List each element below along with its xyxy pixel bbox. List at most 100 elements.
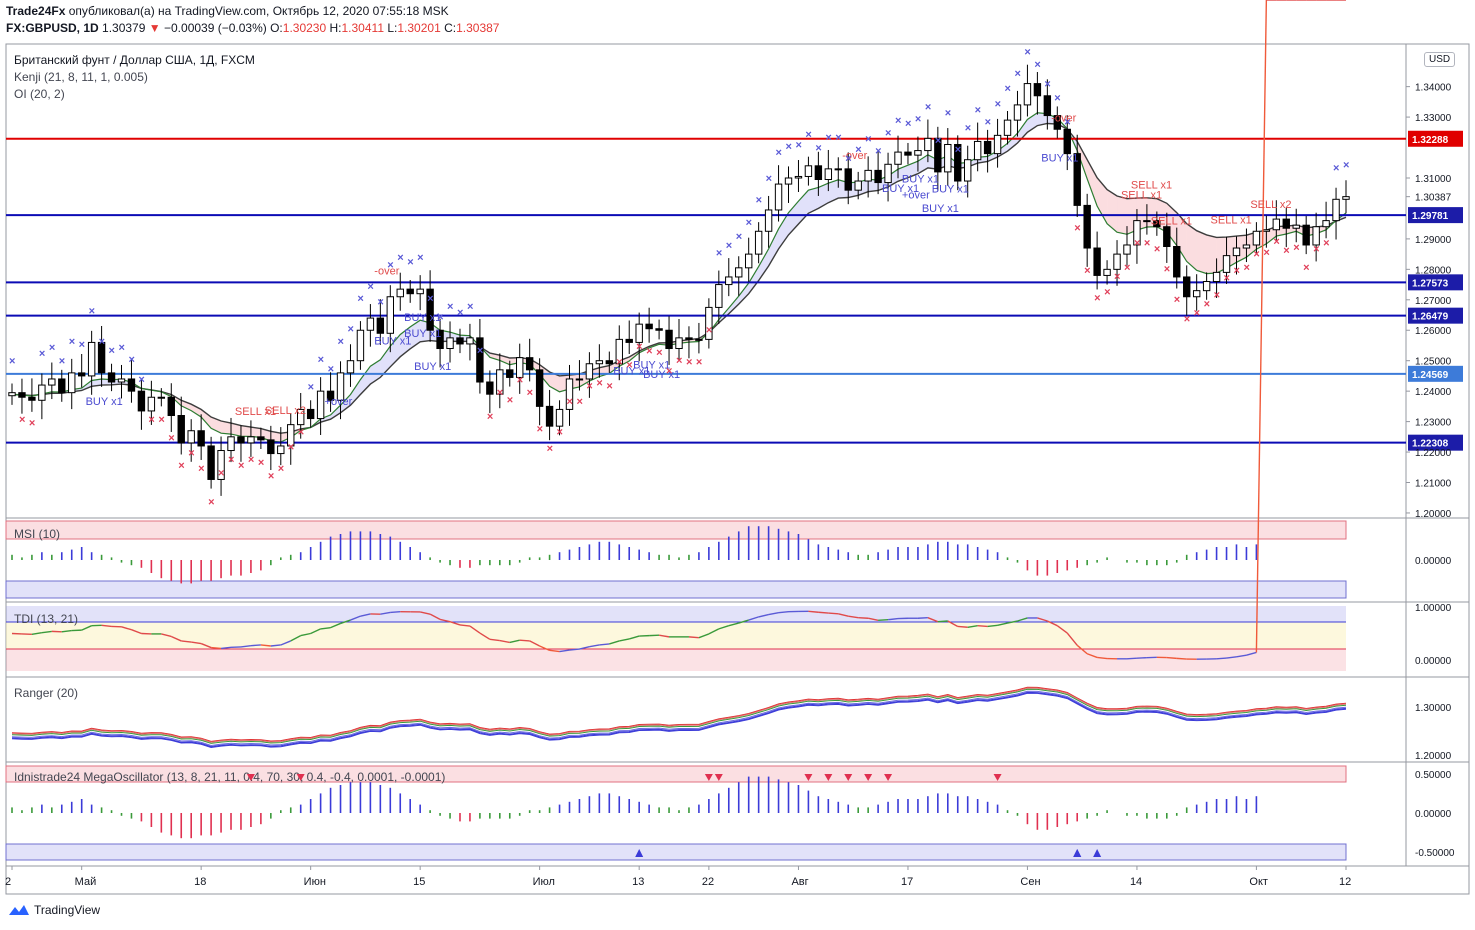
buy-signal-label: BUY x1	[404, 312, 441, 324]
tdi-line	[848, 615, 859, 619]
cloud-segment	[1077, 141, 1088, 179]
cross-marker: ×	[636, 341, 642, 353]
candle	[844, 168, 852, 191]
cross-marker: ×	[79, 339, 85, 351]
cross-marker: ×	[138, 374, 144, 386]
cross-marker: ×	[437, 312, 443, 324]
cross-marker: ×	[776, 147, 782, 159]
cross-marker: ×	[39, 348, 45, 360]
tdi-line	[589, 644, 600, 648]
candle	[904, 151, 912, 156]
symbol-label: FX:GBPUSD, 1D	[6, 21, 99, 35]
ranger-line	[11, 691, 1347, 748]
candle	[973, 140, 982, 161]
ranger-line	[11, 692, 1347, 749]
close-value: 1.30387	[456, 21, 500, 35]
tdi-line	[469, 625, 481, 634]
cross-marker: ×	[89, 305, 95, 317]
candle	[1023, 83, 1032, 106]
buy-signal-label: BUY x1	[404, 328, 441, 340]
tdi-line	[658, 634, 670, 638]
tdi-line	[1007, 620, 1018, 624]
candle	[715, 284, 723, 308]
tdi-line	[549, 649, 560, 653]
tdi-line	[1086, 653, 1098, 659]
cross-marker: ×	[198, 463, 204, 475]
cross-marker: ×	[527, 387, 533, 399]
candle	[645, 323, 653, 330]
cross-marker: ×	[148, 414, 154, 426]
candle	[267, 439, 275, 455]
candle	[784, 177, 793, 185]
cross-marker: ×	[696, 356, 702, 368]
cloud-segment	[231, 423, 241, 437]
candle	[914, 150, 922, 156]
mega-sell-triangle	[296, 774, 305, 781]
tdi-line	[1216, 657, 1227, 660]
cross-marker: ×	[397, 252, 403, 264]
level-label: 1.24569	[1412, 370, 1449, 381]
tdi-line	[887, 617, 899, 621]
x-tick-label: 12	[1339, 876, 1351, 888]
candle	[157, 396, 166, 399]
candle	[1202, 281, 1211, 292]
cloud-segment	[1007, 133, 1018, 152]
tradingview-logo-text: TradingView	[34, 903, 101, 917]
cross-marker: ×	[1343, 160, 1349, 172]
candle	[306, 408, 315, 420]
cross-marker: ×	[1293, 242, 1299, 254]
candle	[1272, 218, 1281, 231]
candle	[1192, 290, 1201, 298]
level-label-bg	[1408, 207, 1463, 224]
cloud-segment	[808, 187, 819, 214]
candle	[1013, 104, 1022, 121]
cross-marker: ×	[1333, 162, 1339, 174]
cloud-segment	[250, 427, 261, 438]
candle	[555, 408, 564, 427]
mega-upper-band	[5, 765, 1347, 783]
cross-marker: ×	[865, 133, 871, 145]
tdi-line	[1076, 644, 1088, 655]
candle	[516, 357, 524, 378]
tdi-line	[529, 640, 540, 647]
open-label: O:	[270, 21, 283, 35]
cross-marker: ×	[49, 342, 55, 354]
cloud-segment	[549, 371, 560, 392]
tdi-line	[101, 624, 112, 628]
cross-marker: ×	[1194, 308, 1200, 320]
cross-marker: ×	[606, 381, 612, 393]
tdi-line	[937, 620, 948, 623]
cross-marker: ×	[268, 471, 274, 483]
ranger-line	[11, 687, 1347, 743]
cross-marker: ×	[417, 252, 423, 264]
currency-badge[interactable]: USD	[1424, 52, 1456, 67]
candle	[575, 378, 584, 381]
cross-marker: ×	[995, 98, 1001, 110]
x-tick-label: 15	[413, 876, 425, 888]
chart-frame	[5, 43, 1470, 895]
cross-marker: ×	[1044, 79, 1050, 91]
cross-marker: ×	[676, 355, 682, 367]
cross-marker: ×	[1273, 236, 1279, 248]
tdi-line	[997, 622, 1008, 626]
cross-marker: ×	[875, 146, 881, 158]
mega-sell-triangle	[714, 774, 723, 781]
tdi-line	[967, 624, 978, 628]
cloud-segment	[380, 346, 391, 378]
candle	[1113, 253, 1121, 270]
author-name[interactable]: Trade24Fx	[6, 4, 66, 18]
cloud-segment	[1186, 223, 1197, 271]
tradingview-logo[interactable]: TradingView	[8, 903, 100, 917]
candle	[137, 390, 146, 412]
ranger-y-tick: 1.20000	[1415, 751, 1452, 762]
cross-marker: ×	[656, 347, 662, 359]
cross-marker: ×	[447, 301, 453, 313]
cross-marker: ×	[119, 342, 125, 354]
mega-buy-triangle	[1093, 849, 1102, 857]
tdi-line	[738, 619, 749, 624]
tdi-line	[290, 634, 302, 642]
y-tick-label: 1.30387	[1415, 193, 1452, 204]
cross-marker: ×	[99, 336, 105, 348]
